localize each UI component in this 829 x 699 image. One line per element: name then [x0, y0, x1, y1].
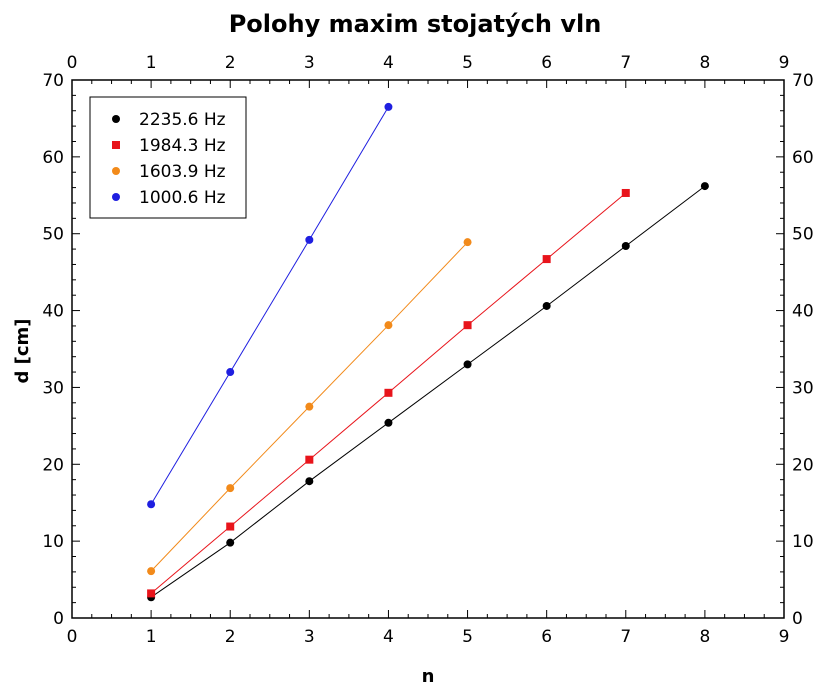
data-point — [305, 455, 314, 464]
legend-marker — [112, 141, 120, 149]
series-1 — [147, 188, 630, 598]
data-point — [305, 477, 314, 486]
series-line — [150, 106, 389, 505]
x-tick-label-top: 5 — [462, 53, 473, 73]
legend-label: 2235.6 Hz — [139, 110, 226, 130]
x-tick-label-bottom: 4 — [383, 627, 394, 647]
data-point — [147, 500, 156, 509]
y-tick-label-left: 60 — [42, 148, 64, 168]
y-tick-label-left: 0 — [53, 609, 64, 629]
legend-marker — [112, 167, 120, 175]
data-point — [384, 321, 393, 330]
x-tick-label-top: 1 — [146, 53, 157, 73]
legend-item: 1984.3 Hz — [112, 136, 226, 156]
legend-label: 1603.9 Hz — [139, 162, 226, 182]
series-3 — [147, 102, 393, 509]
series-layer — [147, 102, 709, 602]
x-tick-label-top: 8 — [699, 53, 710, 73]
y-tick-label-right: 30 — [792, 378, 814, 398]
x-tick-label-top: 2 — [225, 53, 236, 73]
chart-title: Polohy maxim stojatých vln — [229, 10, 602, 38]
data-point — [542, 301, 551, 310]
y-tick-label-left: 40 — [42, 302, 64, 322]
x-tick-label-top: 4 — [383, 53, 394, 73]
legend-label: 1984.3 Hz — [139, 136, 226, 156]
series-0 — [147, 182, 709, 602]
data-point — [305, 402, 314, 411]
y-tick-label-right: 20 — [792, 455, 814, 475]
data-point — [700, 182, 709, 191]
data-point — [621, 188, 630, 197]
data-point — [463, 360, 472, 369]
x-tick-label-bottom: 1 — [146, 627, 157, 647]
legend-item: 1000.6 Hz — [112, 188, 226, 208]
x-axis-label: n — [422, 666, 435, 687]
y-tick-label-left: 70 — [42, 71, 64, 91]
legend: 2235.6 Hz 1984.3 Hz 1603.9 Hz 1000.6 Hz — [89, 96, 247, 219]
data-point — [621, 242, 630, 251]
data-point — [384, 418, 393, 427]
y-tick-label-left: 20 — [42, 455, 64, 475]
x-tick-label-top: 3 — [304, 53, 315, 73]
data-point — [542, 255, 551, 264]
x-tick-label-top: 0 — [67, 53, 78, 73]
series-2 — [147, 238, 472, 576]
data-point — [384, 388, 393, 397]
x-tick-label-top: 7 — [620, 53, 631, 73]
y-tick-label-left: 10 — [42, 532, 64, 552]
y-tick-label-right: 70 — [792, 71, 814, 91]
y-tick-label-right: 10 — [792, 532, 814, 552]
data-point — [226, 522, 235, 531]
data-point — [384, 102, 393, 111]
y-tick-label-right: 40 — [792, 302, 814, 322]
y-tick-label-right: 50 — [792, 225, 814, 245]
legend-marker — [112, 115, 120, 123]
x-tick-label-bottom: 3 — [304, 627, 315, 647]
x-tick-label-top: 6 — [541, 53, 552, 73]
y-axis-label: d [cm] — [12, 318, 33, 383]
y-tick-label-left: 50 — [42, 225, 64, 245]
legend-item: 1603.9 Hz — [112, 162, 226, 182]
data-point — [147, 567, 156, 576]
data-point — [463, 321, 472, 330]
x-tick-label-bottom: 2 — [225, 627, 236, 647]
legend-marker — [112, 193, 120, 201]
x-tick-label-bottom: 6 — [541, 627, 552, 647]
x-tick-label-bottom: 5 — [462, 627, 473, 647]
data-point — [463, 238, 472, 247]
data-point — [226, 538, 235, 547]
x-tick-label-top: 9 — [779, 53, 790, 73]
data-point — [147, 589, 156, 598]
data-point — [226, 484, 235, 493]
data-point — [305, 235, 314, 244]
x-tick-label-bottom: 8 — [699, 627, 710, 647]
series-line — [150, 185, 706, 598]
y-tick-label-right: 0 — [792, 609, 803, 629]
x-tick-label-bottom: 0 — [67, 627, 78, 647]
legend-item: 2235.6 Hz — [112, 110, 226, 130]
legend-label: 1000.6 Hz — [139, 188, 226, 208]
data-point — [226, 368, 235, 377]
x-tick-label-bottom: 9 — [779, 627, 790, 647]
y-tick-label-left: 30 — [42, 378, 64, 398]
x-tick-label-bottom: 7 — [620, 627, 631, 647]
y-tick-label-right: 60 — [792, 148, 814, 168]
